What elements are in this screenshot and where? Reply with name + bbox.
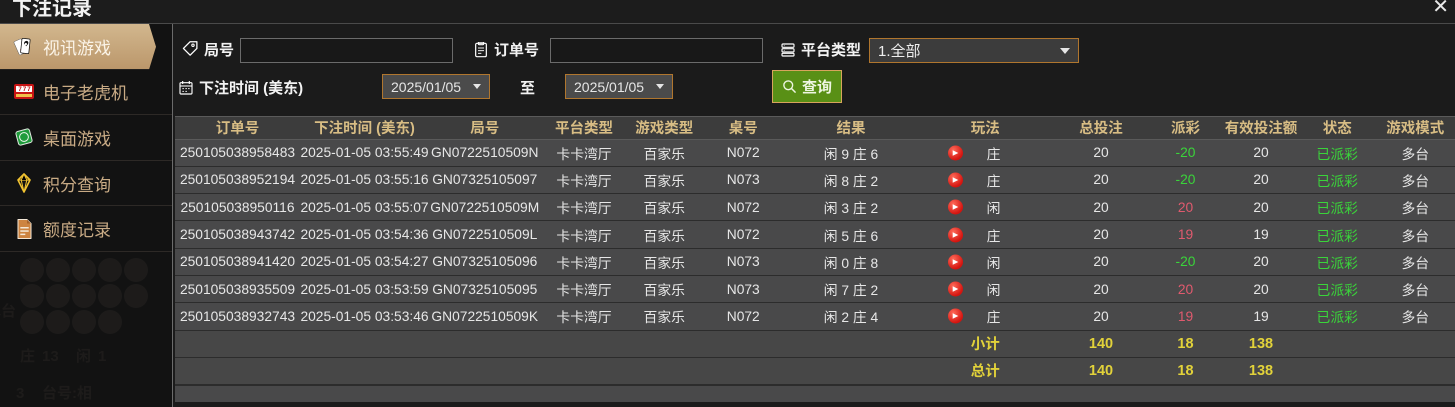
svg-text:冰台: 冰台: [0, 302, 16, 320]
svg-text:庄: 庄: [20, 347, 35, 365]
svg-text:7: 7: [23, 86, 27, 93]
svg-text:13: 13: [42, 348, 59, 365]
svg-text:3: 3: [16, 385, 24, 402]
svg-text:台号:相: 台号:相: [42, 384, 92, 402]
svg-text:7: 7: [18, 86, 22, 93]
svg-text:7: 7: [27, 86, 31, 93]
svg-text:1: 1: [98, 348, 106, 365]
svg-text:闲: 闲: [76, 347, 91, 365]
